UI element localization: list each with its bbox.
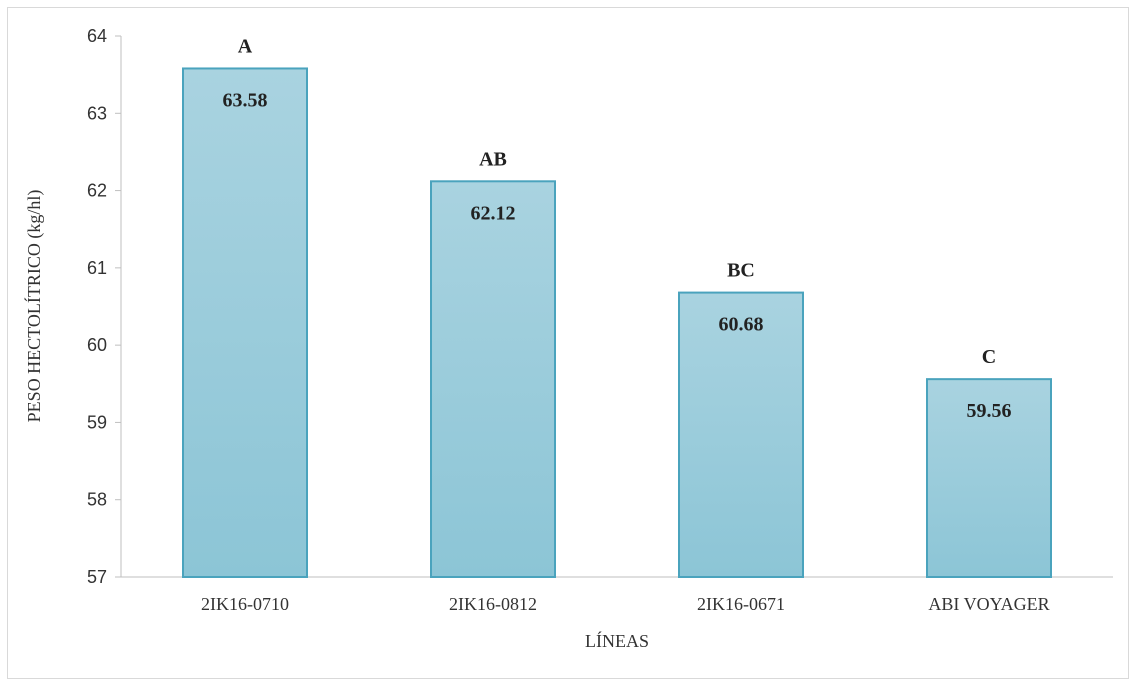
bar-group-label: BC <box>727 260 755 282</box>
x-tick-label: ABI VOYAGER <box>928 594 1049 614</box>
y-axis-title: PESO HECTOLÍTRICO (kg/hl) <box>23 190 45 423</box>
bar-group-label: A <box>238 35 253 57</box>
bar-group-label: AB <box>479 148 507 170</box>
y-tick-label: 57 <box>87 567 107 587</box>
y-tick-label: 60 <box>87 335 107 355</box>
bar-value-label: 62.12 <box>471 202 516 224</box>
x-tick-label: 2IK16-0710 <box>201 594 289 614</box>
bar <box>182 67 308 579</box>
bar <box>430 180 556 578</box>
bar-value-label: 60.68 <box>719 314 764 336</box>
x-axis-title: LÍNEAS <box>585 630 649 651</box>
bar <box>678 291 804 578</box>
bars <box>182 67 1052 579</box>
x-tick-label: 2IK16-0671 <box>697 594 785 614</box>
bar <box>926 378 1052 578</box>
labels: 63.58 A 2IK16-0710 62.12 AB 2IK16-0812 60.68 BC… <box>201 35 1050 614</box>
bar-value-label: 59.56 <box>967 400 1012 422</box>
y-tick-label: 62 <box>87 181 107 201</box>
y-tick-label: 61 <box>87 258 107 278</box>
y-tick-label: 64 <box>87 26 107 46</box>
y-tick-label: 59 <box>87 412 107 432</box>
bar-group-label: C <box>982 346 996 368</box>
bar-value-label: 63.58 <box>223 89 268 111</box>
x-tick-label: 2IK16-0812 <box>449 594 537 614</box>
y-tick-label: 58 <box>87 490 107 510</box>
y-tick-label: 63 <box>87 103 107 123</box>
